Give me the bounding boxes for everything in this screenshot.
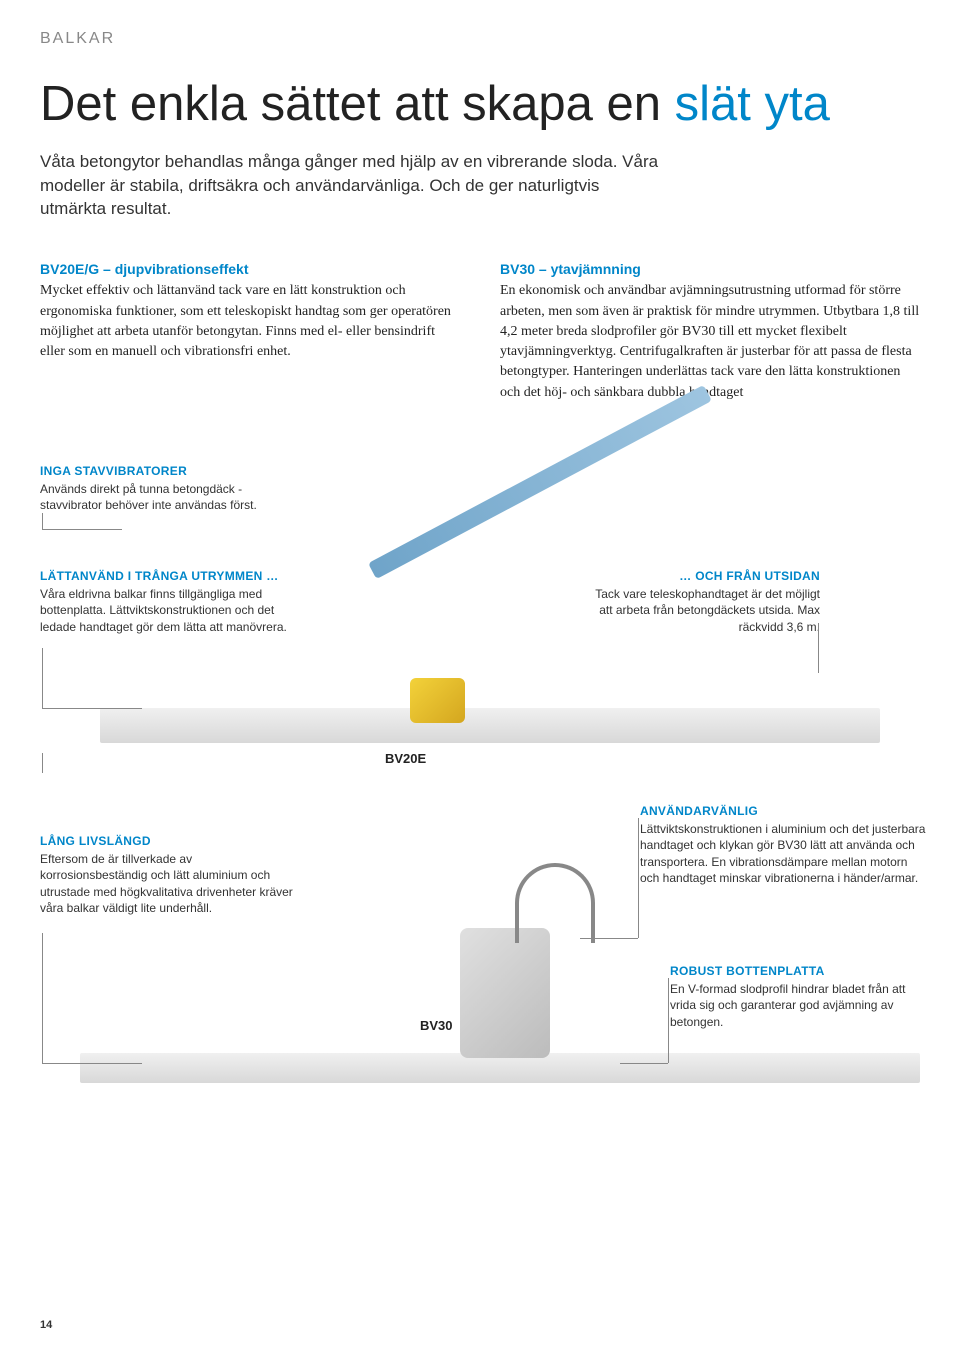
callout-line (42, 513, 43, 529)
callout-lattanvand-title: LÄTTANVÄND I TRÅNGA UTRYMMEN … (40, 568, 300, 584)
callout-line (42, 708, 142, 709)
callout-inga-title: INGA STAVVIBRATORER (40, 463, 300, 479)
callout-livslangd-body: Eftersom de är tillverkade av korrosions… (40, 851, 300, 916)
callout-lattanvand-body: Våra eldrivna balkar finns tillgängliga … (40, 586, 300, 635)
callout-inga-body: Används direkt på tunna betongdäck - sta… (40, 481, 300, 513)
callout-utsidan-title: … OCH FRÅN UTSIDAN (580, 568, 820, 584)
product-image-bv30-handle (515, 863, 595, 943)
column-right-body: En ekonomisk och användbar avjämningsutr… (500, 281, 920, 403)
column-left-body: Mycket effektiv och lättanvänd tack vare… (40, 281, 460, 362)
callout-livslangd: LÅNG LIVSLÄNGD Eftersom de är tillverkad… (40, 833, 300, 916)
callout-line (42, 648, 43, 708)
subheadline: Våta betongytor behandlas många gånger m… (40, 150, 670, 221)
product-label-bv30: BV30 (420, 1018, 453, 1033)
callout-robust-body: En V-formad slodprofil hindrar bladet fr… (670, 981, 930, 1030)
page-number: 14 (40, 1319, 52, 1331)
callout-line (818, 623, 819, 673)
headline-accent: slät yta (675, 77, 830, 131)
callout-line (580, 938, 638, 939)
product-image-bv20e-motor (410, 678, 465, 723)
callout-anvandarvanlig-title: ANVÄNDARVÄNLIG (640, 803, 930, 819)
callout-anvandarvanlig-body: Lättviktskonstruktionen i aluminium och … (640, 821, 930, 886)
headline-text: Det enkla sättet att skapa en (40, 77, 675, 131)
callout-robust-title: ROBUST BOTTENPLATTA (670, 963, 930, 979)
callout-utsidan: … OCH FRÅN UTSIDAN Tack vare teleskophan… (580, 568, 820, 635)
callout-robust: ROBUST BOTTENPLATTA En V-formad slodprof… (670, 963, 930, 1030)
callout-line (668, 978, 669, 1063)
category-label: BALKAR (40, 30, 920, 48)
two-column-body: BV20E/G – djupvibrationseffekt Mycket ef… (40, 261, 920, 403)
page-headline: Det enkla sättet att skapa en slät yta (40, 78, 920, 132)
callout-inga-stavvibratorer: INGA STAVVIBRATORER Används direkt på tu… (40, 463, 300, 514)
column-right: BV30 – ytavjämnning En ekonomisk och anv… (500, 261, 920, 403)
callout-livslangd-title: LÅNG LIVSLÄNGD (40, 833, 300, 849)
callout-line (638, 818, 639, 938)
column-right-title: BV30 – ytavjämnning (500, 261, 920, 277)
callout-line (620, 1063, 668, 1064)
callout-line (42, 753, 43, 773)
callout-line (42, 1063, 142, 1064)
callout-lattanvand: LÄTTANVÄND I TRÅNGA UTRYMMEN … Våra eldr… (40, 568, 300, 635)
column-left: BV20E/G – djupvibrationseffekt Mycket ef… (40, 261, 460, 403)
callout-utsidan-body: Tack vare teleskophandtaget är det möjli… (580, 586, 820, 635)
product-image-bv20e-handle (368, 385, 712, 579)
callout-line (42, 933, 43, 1063)
product-image-bv30-motor (460, 928, 550, 1058)
callout-line (42, 529, 122, 530)
product-label-bv20e: BV20E (385, 751, 426, 766)
product-image-bv20e-blade (100, 708, 880, 743)
callouts-region: INGA STAVVIBRATORER Används direkt på tu… (40, 463, 920, 1103)
column-left-title: BV20E/G – djupvibrationseffekt (40, 261, 460, 277)
callout-anvandarvanlig: ANVÄNDARVÄNLIG Lättviktskonstruktionen i… (640, 803, 930, 886)
